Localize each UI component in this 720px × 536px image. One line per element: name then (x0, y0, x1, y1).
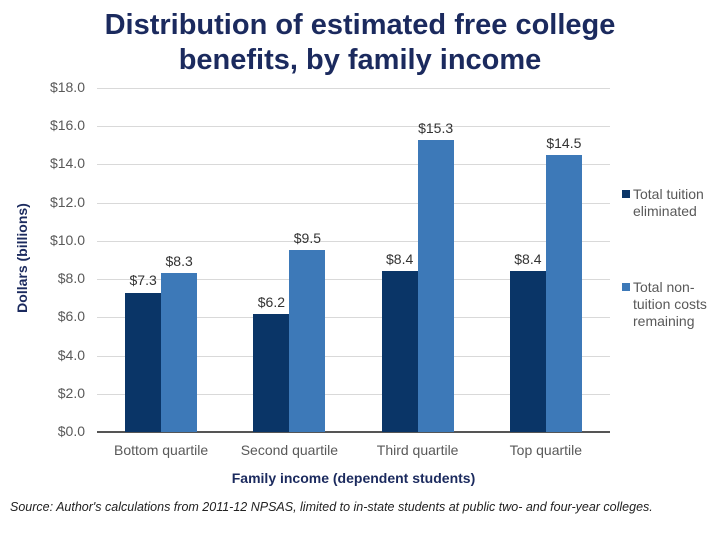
gridline (97, 88, 610, 89)
legend-label: Total tuition eliminated (633, 186, 704, 219)
x-tick-label: Second quartile (240, 442, 339, 458)
legend-item-non-tuition: Total non-tuition costs remaining (622, 279, 720, 330)
value-label: $8.3 (165, 253, 193, 270)
bar-non-tuition (289, 250, 326, 432)
x-tick-label: Bottom quartile (114, 442, 209, 458)
bar-tuition (381, 271, 418, 432)
gridline (97, 393, 610, 395)
bar-tuition (509, 271, 546, 432)
value-label: $15.3 (418, 119, 454, 136)
y-tick-label: $10.0 (49, 231, 85, 248)
value-label: $14.5 (546, 134, 582, 151)
value-label: $8.4 (386, 251, 414, 268)
value-label: $7.3 (129, 272, 157, 289)
y-tick-label: $18.0 (49, 79, 85, 95)
gridline (97, 202, 610, 204)
gridline (97, 164, 610, 166)
source-note: Source: Author's calculations from 2011-… (10, 500, 653, 514)
y-tick-label: $16.0 (49, 117, 85, 134)
plot-area: $7.3 $8.3 $6.2 $9.5 $8.4 $15.3 $8.4 $14.5 (97, 88, 610, 433)
gridline (97, 317, 610, 319)
title-line-2: benefits, by family income (178, 44, 542, 76)
y-tick-label: $8.0 (57, 270, 85, 287)
value-label: $9.5 (293, 230, 321, 247)
gridline (97, 355, 610, 357)
value-label: $6.2 (257, 293, 285, 310)
y-tick-label: $4.0 (57, 346, 85, 363)
chart-title: Distribution of estimated free college b… (0, 8, 720, 78)
legend-swatch-dark-blue (622, 190, 630, 198)
y-tick-label: $12.0 (49, 193, 85, 210)
legend-item-tuition: Total tuition eliminated (622, 186, 720, 220)
x-tick-label: Top quartile (509, 442, 583, 458)
gridline (97, 126, 610, 128)
gridline (97, 240, 610, 242)
bar-non-tuition (545, 154, 582, 432)
legend-label: Total non-tuition costs remaining (633, 279, 707, 329)
y-tick-label: $2.0 (57, 384, 85, 401)
title-line-1: Distribution of estimated free college (104, 9, 616, 41)
x-axis-label: Family income (dependent students) (231, 470, 476, 486)
bar-non-tuition (161, 273, 198, 432)
gridline (97, 279, 610, 281)
x-tick-label: Third quartile (376, 442, 459, 458)
value-label: $8.4 (514, 251, 542, 268)
x-axis-line (97, 431, 610, 433)
y-tick-label: $0.0 (57, 423, 85, 439)
bar-non-tuition (417, 139, 454, 432)
bar-tuition (253, 313, 290, 432)
legend-swatch-light-blue (622, 283, 630, 291)
y-tick-label: $6.0 (57, 308, 85, 325)
y-tick-label: $14.0 (49, 155, 85, 172)
bar-tuition (125, 292, 162, 432)
y-axis-label: Dollars (billions) (14, 203, 30, 313)
